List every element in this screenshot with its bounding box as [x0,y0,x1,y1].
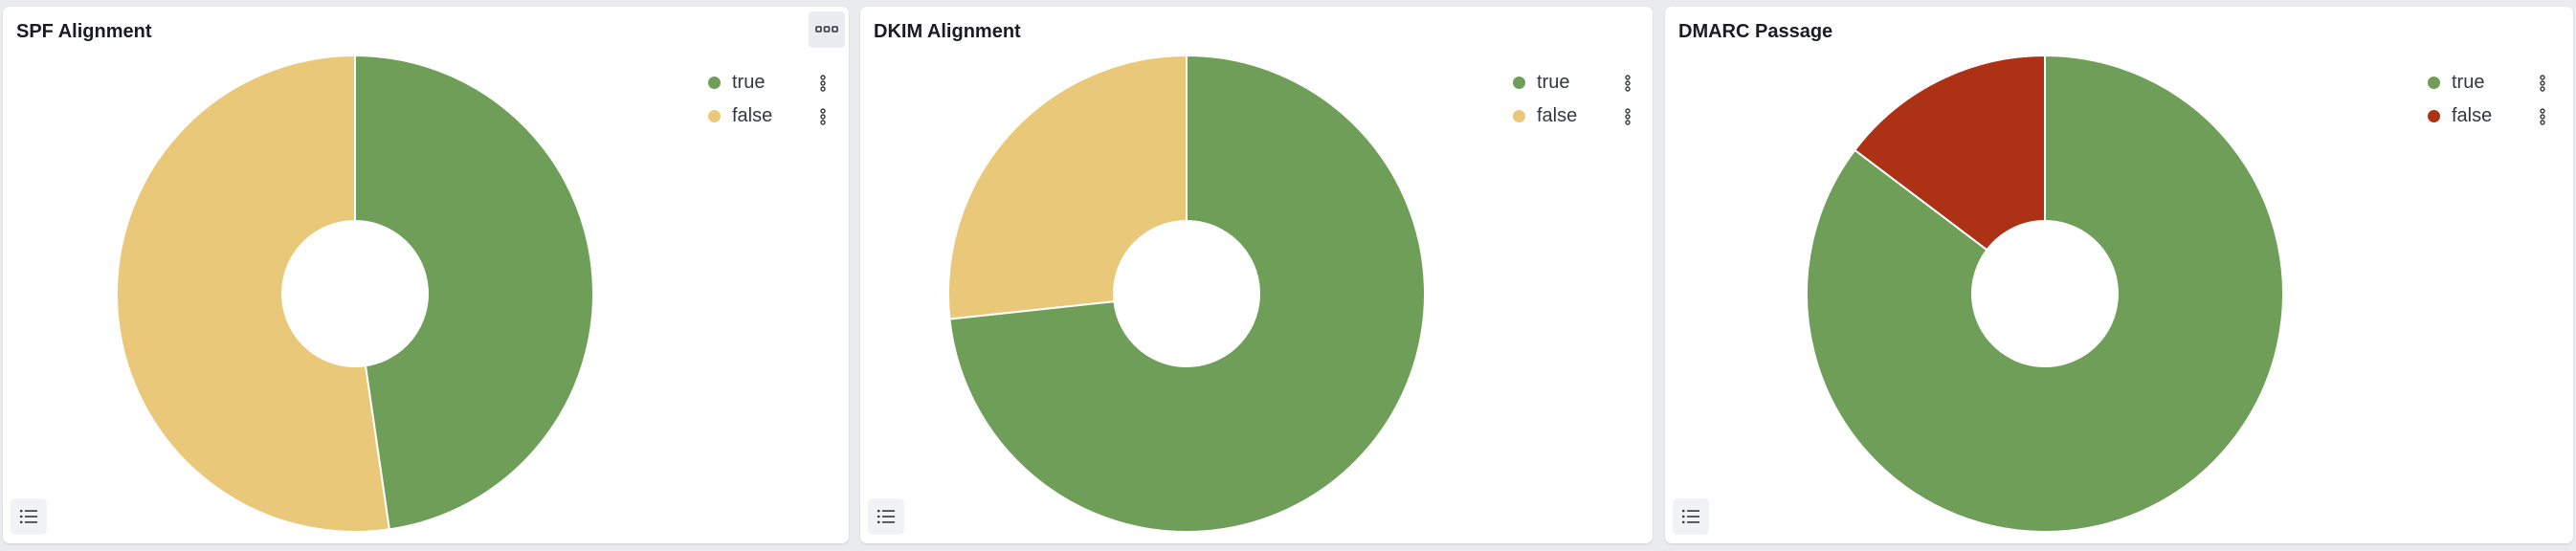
panel-title: SPF Alignment [16,21,152,42]
dkim-alignment-panel: DKIM Alignment true false [860,7,1653,543]
pie-slice-false[interactable] [116,54,390,533]
more-vertical-icon [2540,107,2545,125]
spf-alignment-panel: SPF Alignment true false [3,7,849,543]
panel-options-button[interactable] [809,11,845,48]
legend-item-true[interactable]: true [708,66,833,99]
legend-item-options-button[interactable] [812,102,833,131]
legend-color-dot [2428,110,2440,122]
donut-chart [1806,54,2284,533]
legend-item-false[interactable]: false [708,99,833,133]
pie-slice-true[interactable] [948,54,1426,533]
more-vertical-icon [820,74,826,92]
legend-color-dot [1513,77,1525,89]
legend-color-dot [2428,77,2440,89]
pie-slice-false[interactable] [947,54,1188,320]
pie-slice-true[interactable] [354,54,594,531]
list-icon [877,510,895,523]
legend-item-true[interactable]: true [1513,66,1638,99]
legend-color-dot [708,110,721,122]
legend-label: false [1537,105,1578,126]
legend-label: false [732,105,773,126]
legend-label: true [1537,72,1570,93]
legend-color-dot [1513,110,1525,122]
chart-legend: true false [2428,66,2553,133]
more-vertical-icon [820,107,826,125]
toggle-legend-button[interactable] [11,498,47,535]
toggle-legend-button[interactable] [1673,498,1709,535]
legend-item-false[interactable]: false [2428,99,2553,133]
pie-slice-false[interactable] [1853,54,2046,252]
legend-label: true [732,72,766,93]
legend-color-dot [708,77,721,89]
legend-item-true[interactable]: true [2428,66,2553,99]
legend-item-options-button[interactable] [812,69,833,98]
dmarc-passage-panel: DMARC Passage true false [1665,7,2573,543]
legend-item-options-button[interactable] [2532,102,2553,131]
pie-slice-true[interactable] [1806,54,2284,533]
list-icon [1682,510,1699,523]
panel-title: DMARC Passage [1678,21,1833,42]
chart-legend: true false [1513,66,1638,133]
legend-label: false [2452,105,2493,126]
legend-item-options-button[interactable] [1617,69,1638,98]
donut-chart [947,54,1426,533]
legend-item-options-button[interactable] [2532,69,2553,98]
legend-label: true [2452,72,2485,93]
legend-item-options-button[interactable] [1617,102,1638,131]
chart-legend: true false [708,66,833,133]
panel-title: DKIM Alignment [874,21,1021,42]
more-vertical-icon [2540,74,2545,92]
more-horizontal-icon [815,26,838,33]
list-icon [20,510,37,523]
more-vertical-icon [1625,107,1631,125]
toggle-legend-button[interactable] [868,498,904,535]
more-vertical-icon [1625,74,1631,92]
donut-chart [116,54,594,533]
legend-item-false[interactable]: false [1513,99,1638,133]
